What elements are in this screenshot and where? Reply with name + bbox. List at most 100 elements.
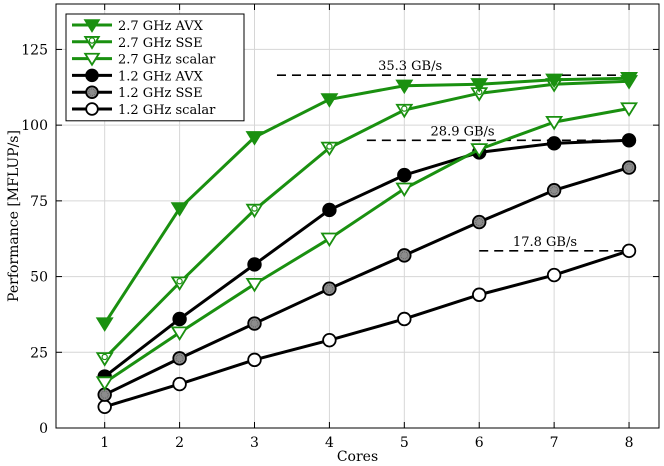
circle-marker bbox=[247, 316, 262, 331]
circle-marker bbox=[546, 267, 562, 283]
circle-marker bbox=[322, 281, 337, 296]
marker-inner-dot bbox=[326, 143, 333, 150]
triangle-marker bbox=[83, 19, 101, 33]
marker-hatch bbox=[550, 186, 559, 195]
circle-marker bbox=[397, 167, 412, 183]
triangle-marker bbox=[170, 326, 189, 341]
x-tick-label: 1 bbox=[100, 435, 109, 451]
marker-inner-dot bbox=[176, 278, 183, 285]
triangle-marker bbox=[470, 78, 489, 93]
marker-inner-dot bbox=[101, 353, 108, 361]
circle-marker bbox=[546, 136, 562, 151]
legend-label: 2.7 GHz scalar bbox=[118, 53, 216, 68]
series-line bbox=[103, 79, 630, 360]
x-tick-label: 2 bbox=[175, 435, 184, 451]
circle-marker bbox=[397, 311, 412, 327]
legend-label: 1.2 GHz AVX bbox=[118, 69, 204, 84]
legend-box bbox=[65, 13, 245, 122]
triangle-marker bbox=[245, 131, 264, 146]
series-line bbox=[103, 76, 630, 325]
triangle-marker bbox=[83, 36, 101, 50]
marker-hatch bbox=[625, 163, 633, 172]
circle-marker bbox=[247, 257, 262, 272]
series-line bbox=[103, 138, 630, 378]
legend-entry: 1.2 GHz AVX bbox=[72, 68, 204, 84]
legend-label: 2.7 GHz AVX bbox=[118, 19, 204, 34]
circle-marker bbox=[472, 287, 487, 302]
legend-entry: 2.7 GHz scalar bbox=[72, 53, 216, 68]
x-tick-label: 7 bbox=[550, 435, 559, 451]
circle-marker bbox=[85, 68, 99, 83]
series-1-2-ghz-sse bbox=[97, 160, 637, 402]
legend-entry: 1.2 GHz SSE bbox=[72, 85, 203, 101]
y-tick-label: 100 bbox=[21, 118, 48, 134]
y-tick-label: 25 bbox=[30, 345, 48, 361]
triangle-marker bbox=[545, 73, 564, 89]
x-tick-label: 4 bbox=[325, 435, 334, 451]
circle-marker bbox=[97, 399, 112, 415]
series-1-2-ghz-scalar bbox=[97, 243, 637, 415]
legend-label: 1.2 GHz SSE bbox=[118, 86, 203, 101]
triangle-marker bbox=[320, 93, 339, 108]
marker-hatch bbox=[175, 354, 184, 363]
circle-marker bbox=[85, 85, 99, 99]
circle-marker bbox=[85, 102, 99, 116]
x-axis-label: Cores bbox=[337, 449, 378, 465]
triangle-marker bbox=[245, 277, 264, 293]
marker-hatch bbox=[325, 284, 334, 293]
marker-inner-dot bbox=[88, 37, 96, 44]
triangle-marker bbox=[620, 72, 639, 87]
bandwidth-label: 35.3 GB/s bbox=[378, 59, 442, 74]
triangle-marker bbox=[395, 182, 414, 198]
circle-marker bbox=[472, 214, 487, 230]
circle-marker bbox=[621, 133, 637, 148]
circle-marker bbox=[621, 243, 637, 259]
y-tick-label: 0 bbox=[39, 421, 48, 437]
bandwidth-annotations: 35.3 GB/s 28.9 GB/s 17.8 GB/s bbox=[276, 59, 633, 252]
series-line bbox=[103, 107, 630, 384]
axis-ticks: 1 2 3 4 5 6 7 8 0 25 50 75 100 125 bbox=[21, 4, 659, 451]
bandwidth-label: 17.8 GB/s bbox=[513, 235, 577, 250]
y-tick-label: 125 bbox=[21, 42, 48, 58]
circle-marker bbox=[397, 248, 412, 263]
marker-inner-dot bbox=[401, 105, 408, 112]
x-tick-label: 5 bbox=[400, 435, 409, 451]
y-tick-label: 50 bbox=[30, 270, 48, 286]
triangle-marker bbox=[470, 143, 489, 158]
triangle-marker bbox=[83, 52, 101, 67]
plot-frame bbox=[55, 3, 660, 429]
circle-marker bbox=[322, 332, 337, 348]
triangle-marker bbox=[170, 202, 189, 217]
circle-marker bbox=[546, 183, 562, 198]
series-2-7-ghz-avx bbox=[95, 72, 639, 332]
triangle-marker bbox=[95, 376, 114, 391]
triangle-marker bbox=[320, 232, 339, 248]
circle-marker bbox=[172, 376, 187, 392]
circle-marker bbox=[247, 352, 262, 368]
x-tick-label: 8 bbox=[625, 435, 634, 451]
circle-marker bbox=[621, 160, 637, 175]
marker-hatch bbox=[100, 390, 109, 399]
series-2-7-ghz-scalar bbox=[95, 102, 639, 391]
marker-hatch bbox=[475, 218, 484, 226]
y-tick-label: 75 bbox=[30, 194, 48, 210]
circle-marker bbox=[322, 202, 337, 218]
series-1-2-ghz-avx bbox=[97, 133, 637, 384]
triangle-marker bbox=[395, 79, 414, 95]
legend-entry: 2.7 GHz AVX bbox=[72, 19, 204, 34]
x-tick-label: 6 bbox=[475, 435, 484, 451]
triangle-marker bbox=[620, 102, 639, 117]
series-line bbox=[104, 166, 630, 397]
marker-hatch bbox=[250, 319, 259, 328]
legend-entry: 2.7 GHz SSE bbox=[72, 36, 203, 51]
series-line bbox=[104, 249, 630, 409]
marker-inner-dot bbox=[251, 205, 258, 212]
legend-entry: 1.2 GHz scalar bbox=[72, 102, 216, 118]
bandwidth-label: 28.9 GB/s bbox=[431, 124, 495, 139]
marker-hatch bbox=[400, 251, 409, 260]
triangle-marker bbox=[545, 115, 564, 131]
triangle-marker bbox=[95, 317, 114, 332]
data-series bbox=[95, 72, 639, 415]
